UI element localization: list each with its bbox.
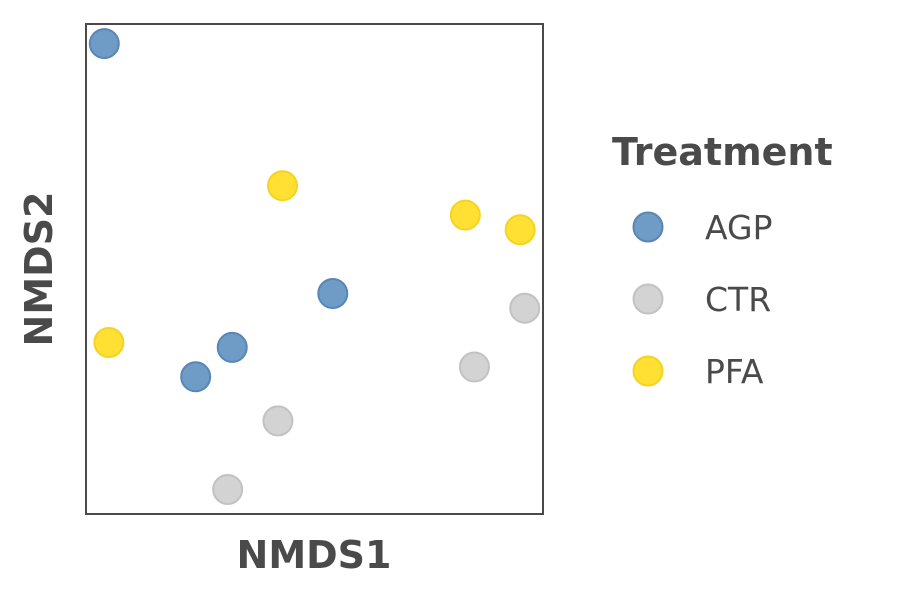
data-point-agp-1: [88, 28, 120, 60]
legend-marker-agp: [632, 211, 664, 243]
legend-item-pfa: PFA: [632, 352, 764, 391]
points-layer: [88, 28, 541, 505]
legend-marker-ctr: [632, 283, 664, 315]
data-point-agp-2: [317, 278, 349, 309]
x-axis-title: NMDS1: [237, 533, 392, 577]
legend-label-agp: AGP: [705, 208, 772, 247]
legend-items: AGP CTR PFA: [632, 208, 772, 391]
legend-label-ctr: CTR: [705, 280, 771, 319]
plot-frame: [85, 23, 544, 515]
legend: Treatment AGP CTR PFA: [612, 130, 833, 391]
data-point-ctr-4: [212, 474, 244, 505]
data-point-pfa-3: [504, 214, 536, 246]
data-point-pfa-1: [267, 170, 299, 202]
legend-title: Treatment: [612, 130, 833, 174]
data-point-ctr-3: [262, 405, 294, 437]
data-point-pfa-4: [93, 327, 125, 358]
data-point-agp-3: [216, 331, 248, 363]
legend-item-ctr: CTR: [632, 280, 771, 319]
data-point-ctr-2: [458, 351, 490, 383]
data-point-agp-4: [180, 361, 212, 393]
legend-label-pfa: PFA: [705, 352, 764, 391]
y-axis-title: NMDS2: [17, 192, 61, 347]
data-point-pfa-2: [449, 199, 481, 231]
legend-item-agp: AGP: [632, 208, 772, 247]
legend-marker-pfa: [632, 355, 664, 387]
data-point-ctr-1: [509, 292, 541, 324]
